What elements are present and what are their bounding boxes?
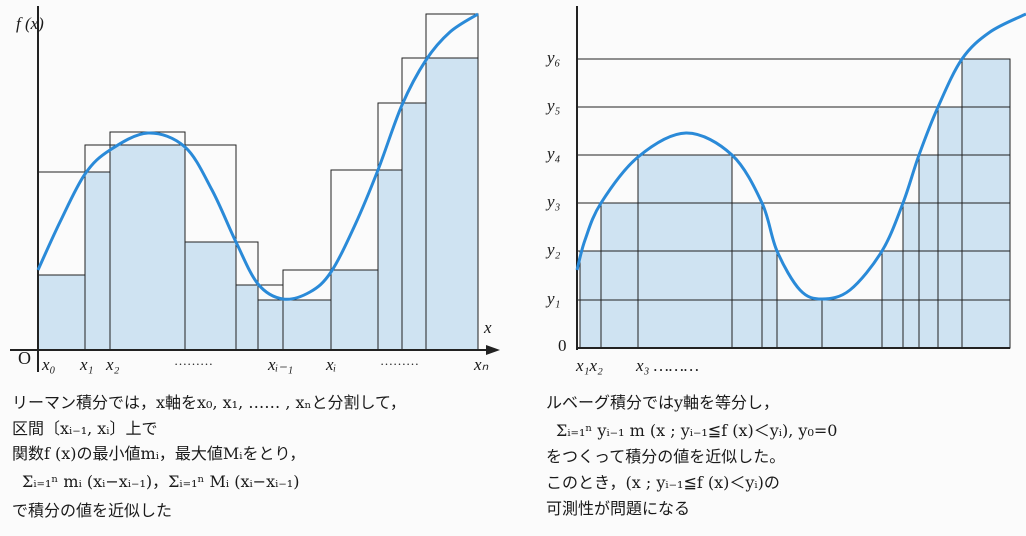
left-caption-line-1: リーマン積分では，x軸をx₀, x₁, …… , xₙと分割して，: [12, 393, 406, 412]
y-tick-y6: y₆: [547, 48, 561, 67]
x-tick-x3: x₃ ………: [636, 356, 700, 375]
lower-sum-rect: [109, 144, 186, 351]
y-tick-y1: y₁: [547, 289, 561, 308]
lebesgue-rect: [731, 202, 763, 349]
right-caption-line-4: このとき，(x ; yᵢ₋₁≦f (x)＜yᵢ)の: [546, 473, 780, 492]
x-tick-x2: x₂: [106, 355, 120, 374]
x-tick-dots-1: ………: [174, 353, 213, 368]
lebesgue-rect: [821, 299, 883, 349]
x-tick-x0: x₀: [42, 355, 56, 374]
x-tick-dots-2: ………: [380, 353, 419, 368]
left-caption-line-4: Σᵢ₌₁ⁿ mᵢ (xᵢ−xᵢ₋₁)，Σᵢ₌₁ⁿ Mᵢ (xᵢ−xᵢ₋₁): [22, 472, 300, 491]
lower-sum-rect: [257, 299, 284, 351]
left-caption-line-2: 区間〔xᵢ₋₁, xᵢ〕上で: [12, 419, 158, 438]
y-tick-zero: 0: [558, 336, 567, 355]
x-tick-x1: x₁: [80, 355, 94, 374]
left-function-curve: [36, 12, 479, 301]
y-tick-y3: y₃: [547, 192, 561, 211]
x-tick-xi-1: xᵢ₋₁: [268, 355, 294, 374]
right-caption-line-5: 可測性が問題になる: [546, 499, 691, 518]
origin-label: O: [18, 348, 31, 368]
x-axis-arrow-icon: [486, 345, 500, 355]
left-y-axis-label: f (x): [16, 14, 44, 33]
left-caption-line-3: 関数f (x)の最小値mᵢ，最大値Mᵢをとり，: [12, 444, 306, 463]
lower-sum-rect: [401, 102, 427, 351]
x-tick-xi: xᵢ: [326, 355, 337, 374]
y-tick-y4: y₄: [547, 144, 561, 163]
lower-sum-rect: [184, 241, 237, 351]
lebesgue-rect: [600, 202, 639, 349]
lower-sum-rect: [84, 171, 111, 351]
x-tick-x1x2: x₁x₂: [576, 356, 603, 375]
lower-sum-rect: [282, 299, 332, 351]
lebesgue-rect: [937, 106, 963, 349]
lower-sum-rect: [235, 284, 259, 351]
lebesgue-rect: [776, 299, 823, 349]
x-tick-xn: xₙ: [474, 355, 489, 374]
right-caption-line-1: ルベーグ積分ではy軸を等分し，: [546, 393, 780, 412]
y-tick-y2: y₂: [547, 240, 561, 259]
lower-sum-rect: [425, 57, 479, 351]
lower-sum-rect: [37, 274, 86, 351]
lower-sum-rect: [377, 169, 403, 351]
right-function-curve: [575, 12, 1026, 301]
right-caption-line-3: をつくって積分の値を近似した。: [546, 447, 786, 466]
lebesgue-rect: [902, 202, 920, 349]
lower-sum-rect: [330, 269, 379, 351]
y-tick-y5: y₅: [547, 96, 561, 115]
right-caption-line-2: Σᵢ₌₁ⁿ yᵢ₋₁ m (x ; yᵢ₋₁≦f (x)＜yᵢ), y₀=0: [556, 421, 838, 440]
left-x-axis-label: x: [484, 318, 492, 337]
left-caption-line-5: で積分の値を近似した: [12, 501, 173, 520]
